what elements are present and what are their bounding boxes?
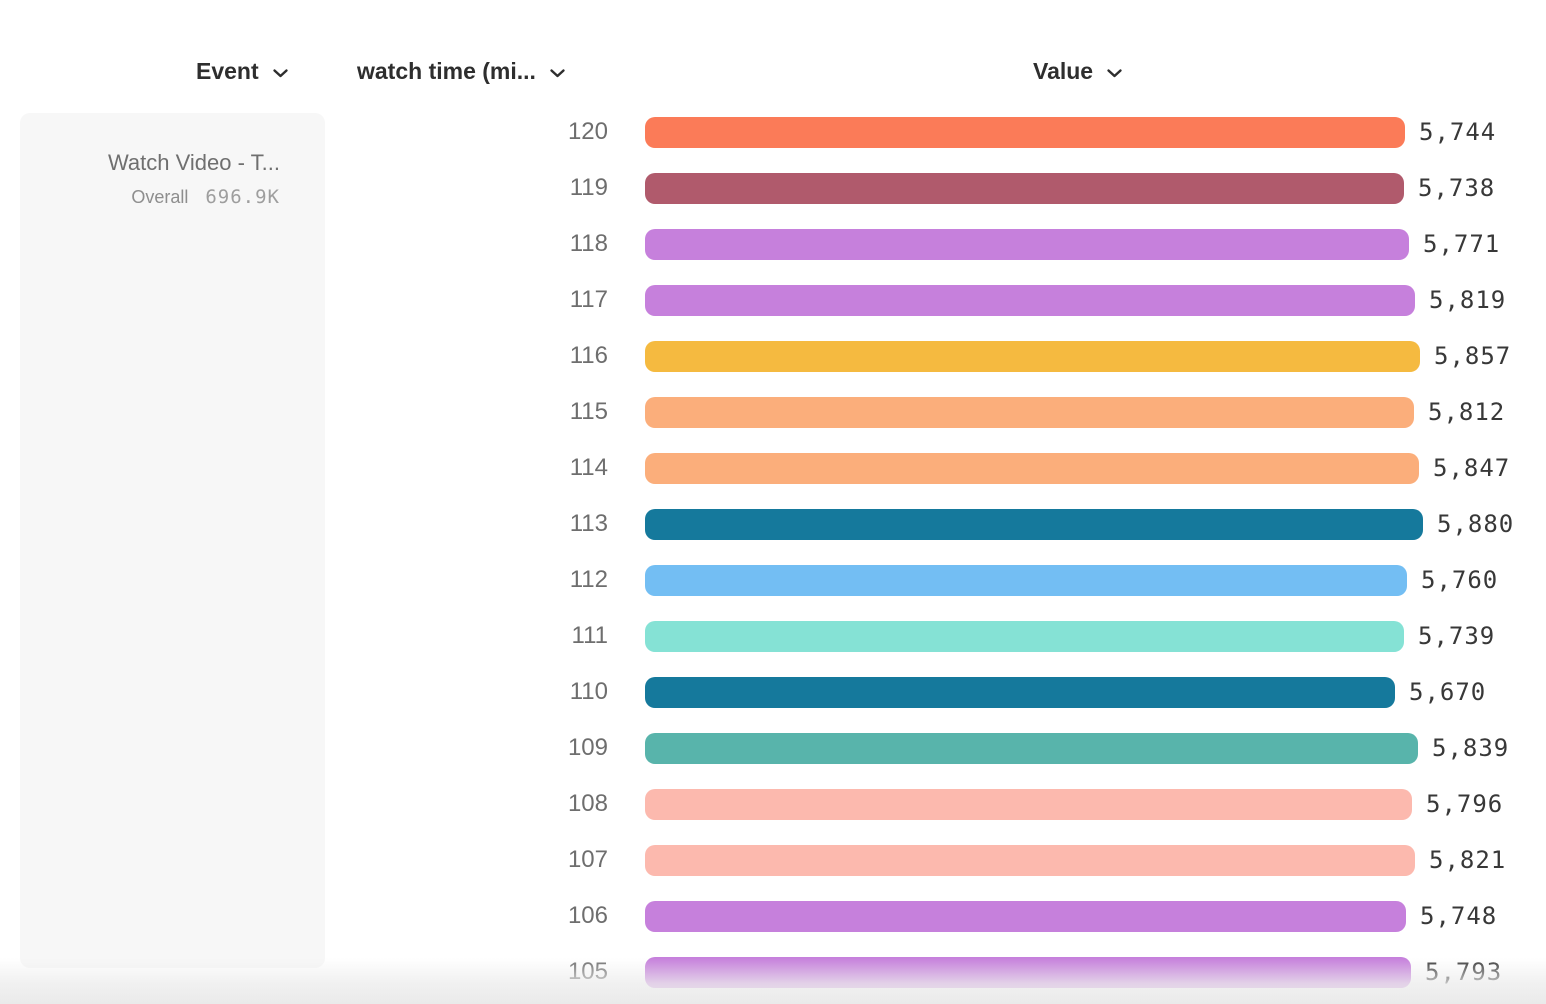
bar[interactable]: [645, 676, 1395, 708]
bar-category-label: 111: [571, 622, 608, 649]
bar-row: 114 5,847: [0, 440, 1546, 496]
bar[interactable]: [645, 172, 1404, 204]
bar-value-label: 5,771: [1423, 230, 1501, 258]
bar-value-label: 5,812: [1428, 398, 1506, 426]
bar-category-label: 118: [569, 230, 608, 257]
chevron-down-icon: [1106, 68, 1123, 79]
column-header-event-label: Event: [196, 58, 259, 84]
bar[interactable]: [645, 228, 1409, 260]
bar-value-label: 5,793: [1425, 958, 1503, 986]
event-card-overall: Overall 696.9K: [20, 186, 280, 208]
bar-row: 105 5,793: [0, 944, 1546, 1000]
bar[interactable]: [645, 620, 1404, 652]
bar-category-label: 109: [567, 734, 608, 761]
bar-category-label: 117: [569, 286, 608, 313]
bar-category-label: 113: [569, 510, 608, 537]
event-card-title: Watch Video - T...: [107, 150, 280, 175]
bar-value-label: 5,744: [1419, 118, 1497, 146]
bar-category-label: 110: [569, 678, 608, 705]
bar-row: 108 5,796: [0, 776, 1546, 832]
bar-row: 116 5,857: [0, 328, 1546, 384]
chevron-down-icon: [549, 68, 566, 79]
bar-category-label: 107: [567, 846, 608, 873]
bar[interactable]: [645, 564, 1407, 596]
bar-value-label: 5,739: [1418, 622, 1496, 650]
event-card-overall-label: Overall: [131, 186, 189, 207]
bar[interactable]: [645, 508, 1423, 540]
bar[interactable]: [645, 900, 1406, 932]
column-header-watch-time-label: watch time (mi...: [357, 58, 536, 84]
event-card[interactable]: Watch Video - T... Overall 696.9K: [20, 113, 325, 968]
bar-value-label: 5,857: [1434, 342, 1512, 370]
bar[interactable]: [645, 844, 1415, 876]
bar-row: 107 5,821: [0, 832, 1546, 888]
bar-row: 117 5,819: [0, 272, 1546, 328]
bar[interactable]: [645, 396, 1414, 428]
bar-row: 112 5,760: [0, 552, 1546, 608]
bar-value-label: 5,748: [1420, 902, 1498, 930]
bar-row: 109 5,839: [0, 720, 1546, 776]
bar-row: 120 5,744: [0, 104, 1546, 160]
bar-category-label: 116: [569, 342, 608, 369]
bar-category-label: 115: [569, 398, 608, 425]
bar[interactable]: [645, 284, 1415, 316]
bar-value-label: 5,738: [1418, 174, 1496, 202]
column-header-event[interactable]: Event: [196, 58, 289, 85]
bar[interactable]: [645, 452, 1419, 484]
bar-category-label: 114: [569, 454, 608, 481]
bar[interactable]: [645, 340, 1420, 372]
bar-row: 118 5,771: [0, 216, 1546, 272]
bar-value-label: 5,819: [1429, 286, 1507, 314]
bar[interactable]: [645, 732, 1418, 764]
bar-chart: 120 5,744 119 5,738 118 5,771 117 5,819 …: [0, 104, 1546, 1000]
bar-value-label: 5,821: [1429, 846, 1507, 874]
bar-value-label: 5,839: [1432, 734, 1510, 762]
bar-row: 110 5,670: [0, 664, 1546, 720]
bar-row: 113 5,880: [0, 496, 1546, 552]
bar-category-label: 108: [567, 790, 608, 817]
bar-value-label: 5,796: [1426, 790, 1504, 818]
column-header-value-label: Value: [1033, 58, 1094, 84]
bar-row: 115 5,812: [0, 384, 1546, 440]
bar-row: 106 5,748: [0, 888, 1546, 944]
bar[interactable]: [645, 788, 1412, 820]
column-header-value[interactable]: Value: [1033, 58, 1123, 85]
bar-value-label: 5,847: [1433, 454, 1511, 482]
bar[interactable]: [645, 956, 1411, 988]
bar-category-label: 112: [569, 566, 608, 593]
bar-category-label: 105: [567, 958, 608, 985]
chevron-down-icon: [272, 68, 289, 79]
bar-value-label: 5,760: [1421, 566, 1499, 594]
column-header-watch-time[interactable]: watch time (mi...: [357, 58, 566, 85]
bar-value-label: 5,670: [1409, 678, 1487, 706]
bar-row: 119 5,738: [0, 160, 1546, 216]
bar-category-label: 120: [567, 118, 608, 145]
event-card-overall-value: 696.9K: [205, 185, 280, 208]
bar-row: 111 5,739: [0, 608, 1546, 664]
bar-category-label: 119: [569, 174, 608, 201]
bar[interactable]: [645, 116, 1405, 148]
bar-value-label: 5,880: [1437, 510, 1515, 538]
bar-category-label: 106: [567, 902, 608, 929]
